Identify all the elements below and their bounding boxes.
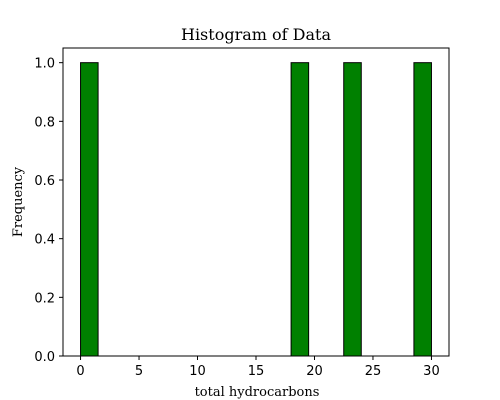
- x-tick-label: 0: [76, 364, 84, 379]
- histogram-bar: [343, 62, 362, 357]
- plot-area: 0 5 10 15 20 25 30 0.0 0.2 0.4 0.6 0.8 1.0: [34, 47, 450, 379]
- y-tick-label: 0.4: [34, 233, 55, 248]
- x-tick-label: 30: [423, 364, 440, 379]
- x-tick-label: 20: [306, 364, 323, 379]
- x-tick-label: 10: [189, 364, 206, 379]
- x-tick-label: 5: [135, 364, 143, 379]
- y-tick-label: 0.0: [34, 350, 55, 365]
- y-tick-label: 0.8: [34, 115, 55, 130]
- histogram-bar: [80, 62, 99, 357]
- histogram-bar: [413, 62, 432, 357]
- chart-title: Histogram of Data: [181, 25, 331, 44]
- y-axis-label: Frequency: [11, 166, 26, 237]
- x-tick-label: 15: [248, 364, 265, 379]
- y-tick-label: 0.6: [34, 174, 55, 189]
- x-tick-label: 25: [365, 364, 382, 379]
- x-axis-label: total hydrocarbons: [195, 385, 320, 400]
- y-tick-label: 1.0: [34, 57, 55, 72]
- histogram-bar: [290, 62, 310, 357]
- y-tick-label: 0.2: [34, 291, 55, 306]
- plot-frame: [62, 47, 450, 357]
